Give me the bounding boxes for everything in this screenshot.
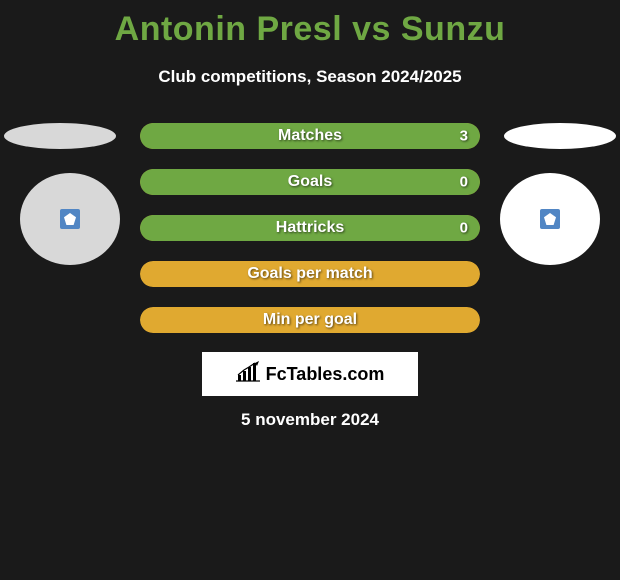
right-ellipse <box>504 123 616 149</box>
right-club-badge-icon <box>540 209 560 229</box>
stat-label: Min per goal <box>263 311 357 329</box>
stat-row: Matches 3 <box>140 123 480 149</box>
stat-label: Goals <box>288 173 332 191</box>
logo-text: FcTables.com <box>266 364 385 385</box>
stat-row: Goals 0 <box>140 169 480 195</box>
stat-value: 0 <box>460 220 468 237</box>
fctables-logo: FcTables.com <box>202 352 418 396</box>
stat-label: Matches <box>278 127 342 145</box>
stat-row: Hattricks 0 <box>140 215 480 241</box>
stat-row: Goals per match <box>140 261 480 287</box>
date-text: 5 november 2024 <box>241 410 379 430</box>
right-club-circle <box>500 173 600 265</box>
subtitle: Club competitions, Season 2024/2025 <box>0 67 620 87</box>
stat-label: Goals per match <box>247 265 372 283</box>
stats-rows: Matches 3 Goals 0 Hattricks 0 Goals per match M… <box>140 123 480 353</box>
bar-chart-icon <box>236 361 262 388</box>
stat-label: Hattricks <box>276 219 344 237</box>
stat-value: 0 <box>460 174 468 191</box>
left-ellipse <box>4 123 116 149</box>
left-club-circle <box>20 173 120 265</box>
stat-row: Min per goal <box>140 307 480 333</box>
page-title: Antonin Presl vs Sunzu <box>0 0 620 49</box>
stat-value: 3 <box>460 128 468 145</box>
left-club-badge-icon <box>60 209 80 229</box>
